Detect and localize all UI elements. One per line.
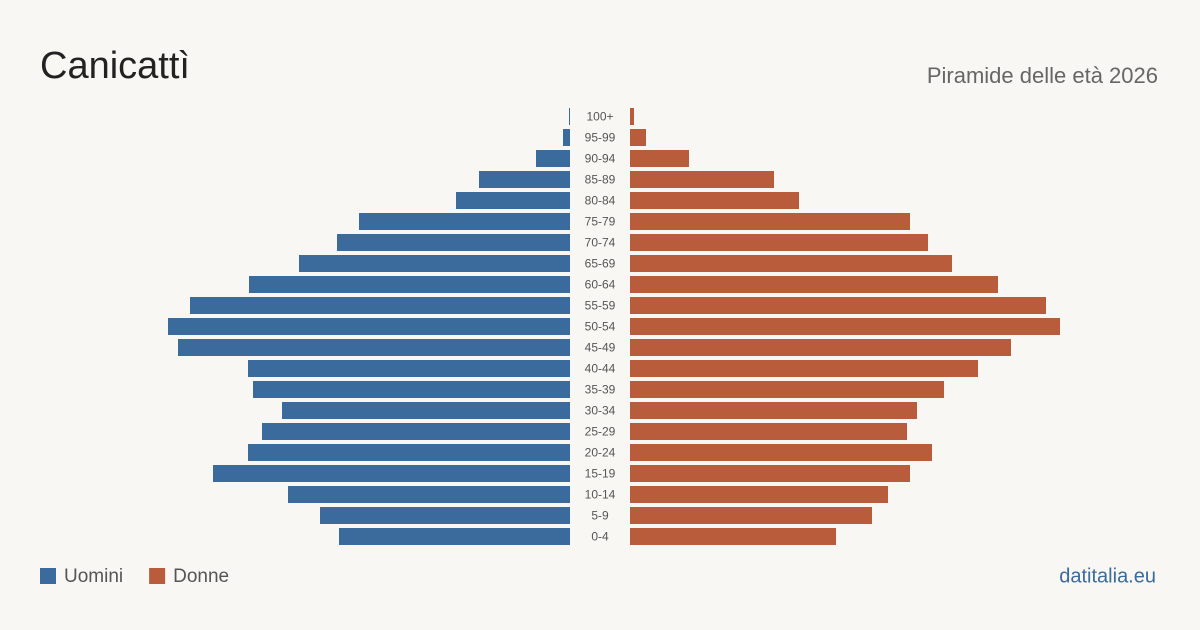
age-label: 20-24 xyxy=(585,446,616,460)
bar xyxy=(630,171,774,188)
bar xyxy=(630,423,907,440)
legend-swatch xyxy=(149,568,166,584)
bar xyxy=(630,402,917,419)
bar xyxy=(630,192,799,209)
bar xyxy=(168,318,570,335)
legend-label: Uomini xyxy=(64,566,123,587)
legend-swatch xyxy=(40,568,56,584)
bar xyxy=(569,108,570,125)
age-label: 15-19 xyxy=(585,467,616,481)
bar xyxy=(630,444,932,461)
age-label: 50-54 xyxy=(585,320,616,334)
bar xyxy=(630,276,998,293)
age-label: 5-9 xyxy=(591,509,609,523)
bar xyxy=(630,234,928,251)
bar xyxy=(282,402,570,419)
bar xyxy=(630,255,952,272)
age-label: 90-94 xyxy=(585,152,616,166)
bar xyxy=(630,108,634,125)
chart-title: Canicattì xyxy=(40,45,190,87)
legend-label: Donne xyxy=(173,566,229,587)
bar xyxy=(320,507,570,524)
bar xyxy=(630,129,646,146)
source: datitalia.eu xyxy=(1059,565,1156,587)
bar xyxy=(249,276,570,293)
bar xyxy=(630,339,1011,356)
age-label: 55-59 xyxy=(585,299,616,313)
bar xyxy=(178,339,570,356)
age-label: 45-49 xyxy=(585,341,616,355)
bar xyxy=(630,381,944,398)
bar xyxy=(563,129,570,146)
age-label: 100+ xyxy=(586,110,613,124)
bar xyxy=(262,423,570,440)
bar xyxy=(359,213,570,230)
bar xyxy=(339,528,570,545)
bar xyxy=(288,486,570,503)
bar xyxy=(630,318,1060,335)
bar xyxy=(190,297,570,314)
age-label: 70-74 xyxy=(585,236,616,250)
bar xyxy=(630,465,910,482)
bar xyxy=(456,192,570,209)
bar xyxy=(213,465,570,482)
age-label: 85-89 xyxy=(585,173,616,187)
bar xyxy=(536,150,570,167)
bar xyxy=(630,150,689,167)
age-label: 60-64 xyxy=(585,278,616,292)
bar xyxy=(630,213,910,230)
bar xyxy=(299,255,570,272)
bar xyxy=(479,171,570,188)
age-label: 95-99 xyxy=(585,131,616,145)
bar xyxy=(630,486,888,503)
age-label: 10-14 xyxy=(585,488,616,502)
bar xyxy=(248,444,570,461)
age-label: 25-29 xyxy=(585,425,616,439)
chart-subtitle: Piramide delle età 2026 xyxy=(927,63,1158,88)
age-label: 0-4 xyxy=(591,530,609,544)
bar xyxy=(253,381,570,398)
bar xyxy=(337,234,570,251)
age-label: 80-84 xyxy=(585,194,616,208)
age-label: 30-34 xyxy=(585,404,616,418)
bar xyxy=(630,360,978,377)
bar xyxy=(248,360,570,377)
age-label: 35-39 xyxy=(585,383,616,397)
bar xyxy=(630,528,836,545)
bar xyxy=(630,507,872,524)
age-label: 65-69 xyxy=(585,257,616,271)
age-label: 40-44 xyxy=(585,362,616,376)
bar xyxy=(630,297,1046,314)
age-label: 75-79 xyxy=(585,215,616,229)
